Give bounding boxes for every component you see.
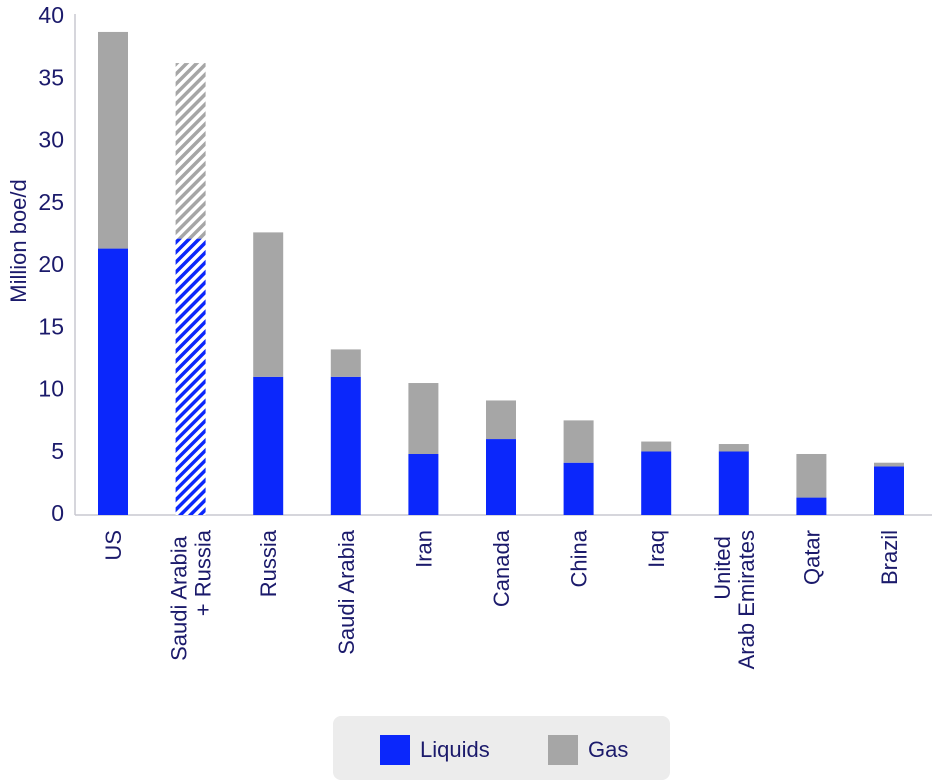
bar-segment	[486, 439, 516, 515]
y-tick-label: 40	[38, 2, 64, 28]
bar-segment	[330, 349, 361, 377]
bar-segment	[563, 462, 594, 515]
bar-segment	[796, 453, 827, 498]
bar-segment	[874, 466, 904, 515]
y-tick-label: 25	[38, 189, 64, 215]
bar-segment	[330, 376, 361, 515]
bar-segment	[98, 248, 128, 515]
bar-segment	[253, 232, 284, 377]
legend-label: Liquids	[420, 737, 490, 762]
x-tick-label: Saudi Arabia	[334, 529, 359, 655]
bar-segment	[718, 444, 749, 452]
x-tick-label: China	[567, 529, 592, 587]
bar-segment	[408, 453, 439, 515]
x-tick-label: Iran	[411, 530, 436, 568]
y-tick-label: 30	[38, 127, 64, 153]
y-tick-label: 15	[38, 313, 64, 339]
y-axis-label: Million boe/d	[6, 179, 31, 303]
bar-segment	[175, 63, 206, 239]
bar-segment	[641, 441, 672, 452]
y-tick-label: 0	[51, 500, 64, 526]
y-tick-label: 5	[51, 438, 64, 464]
x-tick-label: Qatar	[799, 530, 824, 585]
legend-box	[333, 716, 670, 780]
x-tick-label: United Arab Emirates	[710, 530, 759, 669]
x-tick-label: Canada	[489, 529, 514, 607]
y-tick-label: 35	[38, 64, 64, 90]
bar-segment	[796, 497, 827, 515]
x-tick-label: US	[101, 530, 126, 561]
bar-segment	[486, 400, 516, 440]
bar-segment	[563, 420, 594, 463]
y-tick-label: 10	[38, 376, 64, 402]
bar-segment	[408, 383, 439, 454]
bar-segment	[253, 376, 284, 515]
bar-segment	[874, 462, 904, 467]
bar-segment	[718, 451, 749, 515]
x-tick-label: Brazil	[877, 530, 902, 585]
bar-segment	[641, 451, 672, 515]
x-tick-label: Iraq	[644, 530, 669, 568]
y-tick-label: 20	[38, 251, 64, 277]
legend-swatch	[548, 735, 578, 765]
x-tick-label: Saudi Arabia + Russia	[167, 529, 216, 661]
x-tick-label: Russia	[256, 529, 281, 597]
bar-segment	[98, 31, 128, 249]
bar-segment	[175, 238, 206, 516]
legend-swatch	[380, 735, 410, 765]
legend-label: Gas	[588, 737, 628, 762]
